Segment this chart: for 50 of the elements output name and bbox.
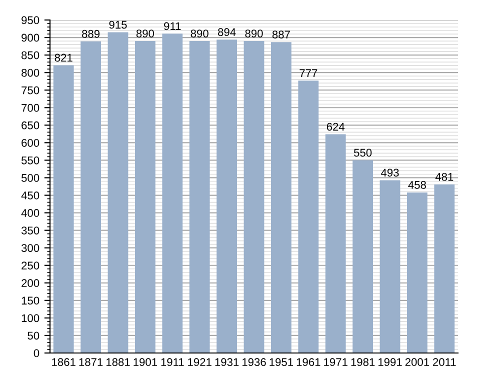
y-tick-label: 300 <box>21 244 40 252</box>
x-tick-label: 1961 <box>296 358 320 366</box>
y-tick-label: 50 <box>28 332 40 340</box>
data-label: 887 <box>272 30 290 38</box>
data-label: 894 <box>218 28 236 36</box>
y-tick-label: 850 <box>22 51 40 60</box>
data-label: 550 <box>354 148 372 157</box>
x-tick-label: 1861 <box>52 358 76 366</box>
y-tick-label: 450 <box>21 192 40 200</box>
data-label: 889 <box>82 30 100 38</box>
data-label: 458 <box>408 181 426 189</box>
y-tick-label: 150 <box>22 296 40 305</box>
data-label: 493 <box>380 168 399 177</box>
x-tick-label: 1971 <box>324 358 348 366</box>
data-label: 915 <box>109 20 127 29</box>
y-tick-label: 550 <box>21 156 40 164</box>
y-tick-label: 700 <box>22 104 40 112</box>
y-tick-label: 800 <box>22 68 40 77</box>
y-tick-label: 900 <box>22 34 40 42</box>
x-tick-label: 1911 <box>161 358 184 366</box>
x-tick-label: 1921 <box>188 358 212 366</box>
x-tick-label: 1871 <box>79 358 103 366</box>
x-tick-label: 1901 <box>134 358 158 366</box>
y-tick-label: 750 <box>22 86 40 94</box>
x-tick-label: 1931 <box>215 358 239 366</box>
y-tick-label: 100 <box>22 314 40 322</box>
x-tick-label: 2011 <box>433 358 456 366</box>
y-tick-label: 250 <box>22 262 40 270</box>
x-tick-label: 2001 <box>405 358 430 366</box>
x-tick-label: 1991 <box>378 358 402 366</box>
data-label: 777 <box>300 69 318 77</box>
x-tick-label: 1951 <box>270 358 294 366</box>
data-label: 481 <box>435 172 454 181</box>
x-tick-label: 1936 <box>242 358 266 366</box>
x-tick-label: 1881 <box>106 358 130 366</box>
y-tick-label: 350 <box>21 226 40 234</box>
data-label: 624 <box>326 122 345 131</box>
y-tick-label: 650 <box>22 121 40 130</box>
y-tick-label: 400 <box>21 209 40 217</box>
data-label: 911 <box>164 22 181 30</box>
y-tick-label: 950 <box>22 16 40 24</box>
data-label: 890 <box>190 30 208 38</box>
y-tick-label: 500 <box>21 174 40 182</box>
data-label: 890 <box>136 30 154 38</box>
data-label: 890 <box>245 30 263 38</box>
y-tick-label: 0 <box>34 349 40 358</box>
x-tick-label: 1981 <box>351 358 375 366</box>
y-tick-label: 200 <box>22 279 40 288</box>
data-label: 821 <box>54 54 72 62</box>
y-tick-label: 600 <box>22 138 40 147</box>
